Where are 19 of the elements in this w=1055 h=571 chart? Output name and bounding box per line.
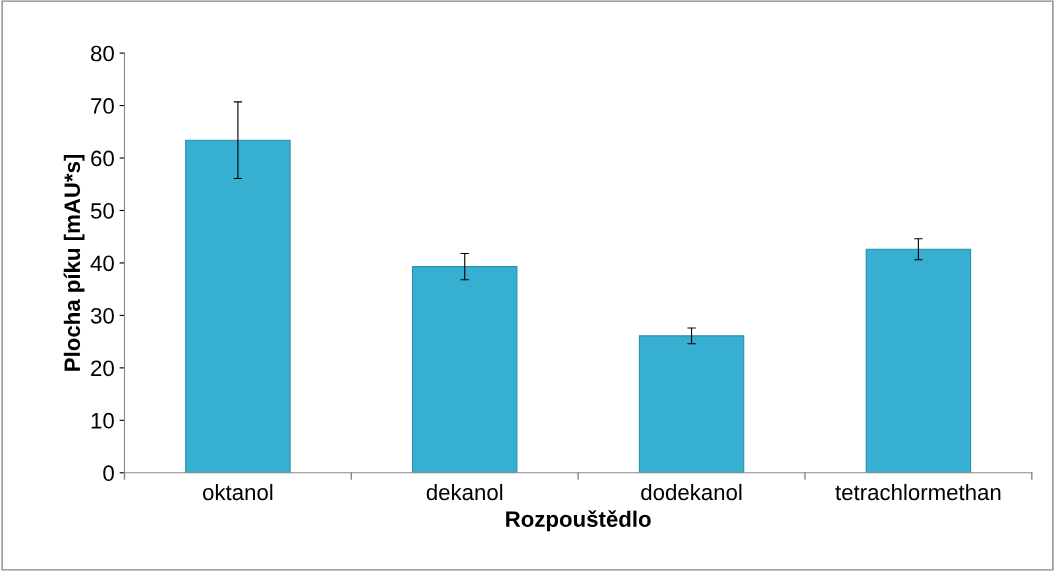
y-axis-title: Plocha píku [mAU*s]: [63, 154, 85, 371]
y-tick-label: 70: [91, 98, 114, 114]
y-tick-label: 20: [91, 360, 114, 377]
bar: [185, 139, 291, 473]
bar: [638, 335, 745, 473]
x-axis-title: Rozpouštědlo: [506, 510, 651, 532]
y-tick-label: 0: [103, 465, 114, 482]
x-tick-label: dekanol: [426, 483, 503, 501]
bar: [865, 248, 972, 473]
y-tick-label: 10: [91, 412, 114, 429]
y-tick-label: 40: [90, 255, 114, 272]
bar: [412, 266, 518, 473]
y-tick-label: 80: [91, 45, 114, 62]
y-tick-label: 30: [90, 307, 114, 324]
x-tick-label: tetrachlormethan: [835, 483, 1001, 501]
y-tick-label: 50: [90, 203, 114, 219]
y-tick-label: 60: [91, 150, 114, 167]
x-tick-label: oktanol: [203, 483, 273, 501]
x-tick-label: dodekanol: [641, 483, 742, 501]
